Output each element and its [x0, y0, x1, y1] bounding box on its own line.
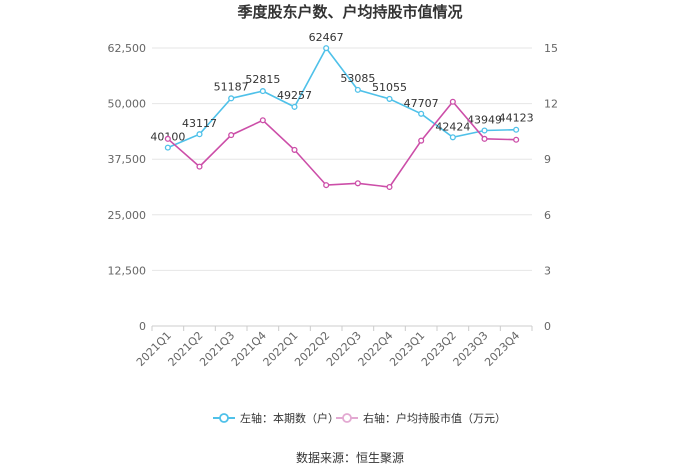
data-point[interactable]: [481, 127, 488, 134]
right-axis-tick-label: 12: [544, 98, 558, 111]
data-point[interactable]: [386, 183, 393, 191]
left-axis-tick-label: 25,000: [108, 209, 147, 222]
legend-marker: [219, 413, 229, 423]
right-axis-tick-label: 6: [544, 209, 551, 222]
data-point[interactable]: [481, 135, 488, 142]
legend-label: 右轴：户均持股市值（万元）: [363, 411, 506, 425]
data-label: 47707: [404, 97, 439, 110]
data-point[interactable]: [354, 180, 361, 187]
data-point[interactable]: [418, 110, 425, 117]
data-point[interactable]: [228, 132, 235, 139]
data-point[interactable]: [196, 163, 203, 170]
data-label: 51187: [214, 80, 249, 93]
series-line-2: [167, 100, 517, 188]
data-label: 53085: [340, 72, 375, 85]
data-point[interactable]: [164, 144, 171, 151]
data-point[interactable]: [449, 134, 456, 141]
legend-item-1[interactable]: 左轴：本期数（户）: [213, 411, 339, 425]
right-axis-tick-label: 3: [544, 264, 551, 277]
data-label: 43949: [467, 114, 502, 127]
legend-label: 左轴：本期数（户）: [240, 411, 339, 425]
legend[interactable]: 左轴：本期数（户） 右轴：户均持股市值（万元）: [213, 411, 506, 425]
data-point[interactable]: [513, 126, 520, 133]
right-axis-tick-label: 0: [544, 320, 551, 333]
legend-marker: [342, 413, 352, 423]
data-point[interactable]: [323, 45, 330, 52]
data-point[interactable]: [228, 95, 235, 102]
right-axis-tick-label: 9: [544, 153, 551, 166]
data-label: 43117: [182, 117, 217, 130]
data-point[interactable]: [513, 136, 520, 143]
right-axis-ticks: 0 3 6 9 12 15: [544, 42, 558, 333]
right-axis-tick-label: 15: [544, 42, 558, 55]
left-axis-tick-label: 62,500: [108, 42, 147, 55]
data-point[interactable]: [196, 131, 203, 138]
grid-lines: [152, 47, 532, 327]
left-axis-tick-label: 0: [139, 320, 146, 333]
data-point[interactable]: [323, 182, 330, 189]
data-point[interactable]: [259, 88, 266, 95]
left-axis-ticks: 0 12,500 25,000 37,500 50,000 62,500: [108, 42, 147, 333]
left-axis-tick-label: 12,500: [108, 264, 147, 277]
data-point[interactable]: [259, 117, 266, 124]
x-axis-ticks: 2021Q12021Q22021Q32021Q42022Q12022Q22022…: [134, 326, 533, 369]
data-label: 49257: [277, 89, 312, 102]
left-axis-tick-label: 50,000: [108, 98, 147, 111]
data-point[interactable]: [164, 135, 171, 142]
data-point[interactable]: [449, 98, 456, 105]
left-axis-tick-label: 37,500: [108, 153, 147, 166]
data-label: 62467: [309, 31, 344, 44]
data-point[interactable]: [291, 146, 298, 153]
data-point[interactable]: [386, 95, 393, 102]
data-point[interactable]: [418, 137, 425, 144]
data-label: 52815: [245, 73, 280, 86]
data-point[interactable]: [291, 103, 298, 110]
series-line-1: [167, 46, 517, 149]
data-label: 51055: [372, 81, 407, 94]
x-axis-tick-label: 2023Q4: [482, 329, 522, 369]
source-note: 数据来源：恒生聚源: [296, 450, 404, 465]
data-label: 42424: [435, 120, 470, 133]
chart-title: 季度股东户数、户均持股市值情况: [237, 3, 462, 21]
data-point[interactable]: [354, 86, 361, 93]
data-label: 44123: [499, 112, 534, 125]
legend-item-2[interactable]: 右轴：户均持股市值（万元）: [336, 411, 506, 425]
series-group: 4010043117511875281549257624675308551055…: [150, 31, 534, 191]
